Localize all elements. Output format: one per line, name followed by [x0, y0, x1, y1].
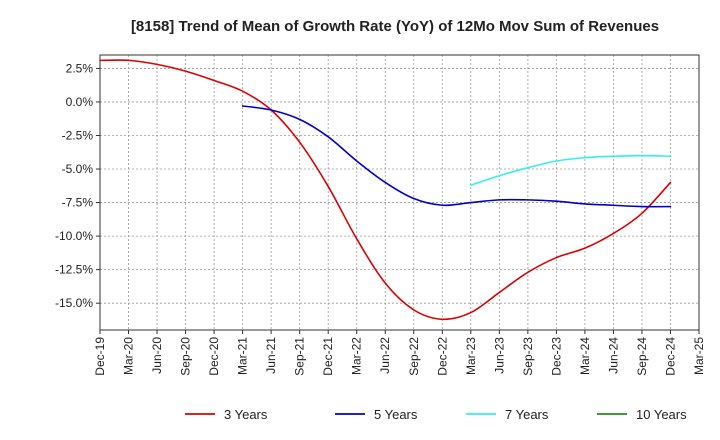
series-lines [99, 59, 672, 321]
legend-label: 7 Years [505, 407, 549, 422]
y-tick-label: 0.0% [66, 95, 94, 109]
legend-label: 10 Years [636, 407, 687, 422]
x-tick-label: Mar-21 [236, 337, 250, 375]
x-tick-label: Jun-23 [492, 337, 506, 374]
x-axis-ticks: Dec-19 Mar-20 Jun-20 Sep-20 Dec-20 Mar-21 Jun-… [93, 330, 706, 376]
x-tick-label: Jun-20 [150, 337, 164, 374]
legend-label: 5 Years [374, 407, 418, 422]
legend: 3 Years 5 Years 7 Years 10 Years [185, 407, 687, 422]
x-tick-label: Dec-22 [435, 337, 449, 376]
x-tick-label: Dec-21 [321, 337, 335, 376]
y-tick-label: -10.0% [55, 229, 93, 243]
y-tick-label: -15.0% [55, 296, 93, 310]
x-tick-label: Sep-23 [521, 337, 535, 376]
x-tick-label: Sep-21 [293, 337, 307, 376]
x-tick-label: Mar-25 [692, 337, 706, 375]
series-line-7-years [470, 154, 672, 186]
chart-title: [8158] Trend of Mean of Growth Rate (YoY… [131, 18, 659, 35]
x-tick-label: Sep-22 [407, 337, 421, 376]
y-tick-label: -7.5% [62, 196, 94, 210]
x-tick-label: Sep-24 [635, 337, 649, 376]
y-tick-label: -2.5% [62, 128, 94, 142]
x-tick-label: Jun-22 [378, 337, 392, 374]
grid [100, 55, 699, 330]
x-tick-label: Mar-23 [464, 337, 478, 375]
legend-label: 3 Years [224, 407, 268, 422]
plot-area [99, 54, 700, 331]
x-tick-label: Dec-19 [93, 337, 107, 376]
series-line-5-years [241, 105, 672, 208]
x-tick-label: Jun-24 [606, 337, 620, 374]
x-tick-label: Dec-23 [549, 337, 563, 376]
x-tick-label: Mar-24 [578, 337, 592, 375]
x-tick-label: Mar-20 [122, 337, 136, 375]
x-tick-label: Jun-21 [264, 337, 278, 374]
y-tick-label: -12.5% [55, 263, 93, 277]
y-axis-ticks: 2.5% 0.0% -2.5% -5.0% -7.5% -10.0% -12.5% -15.0… [55, 61, 100, 310]
x-tick-label: Dec-20 [207, 337, 221, 376]
y-tick-label: 2.5% [66, 61, 94, 75]
x-tick-label: Mar-22 [350, 337, 364, 375]
x-tick-label: Sep-20 [179, 337, 193, 376]
y-tick-label: -5.0% [62, 162, 94, 176]
series-line-3-years [99, 59, 672, 321]
x-tick-label: Dec-24 [663, 337, 677, 376]
